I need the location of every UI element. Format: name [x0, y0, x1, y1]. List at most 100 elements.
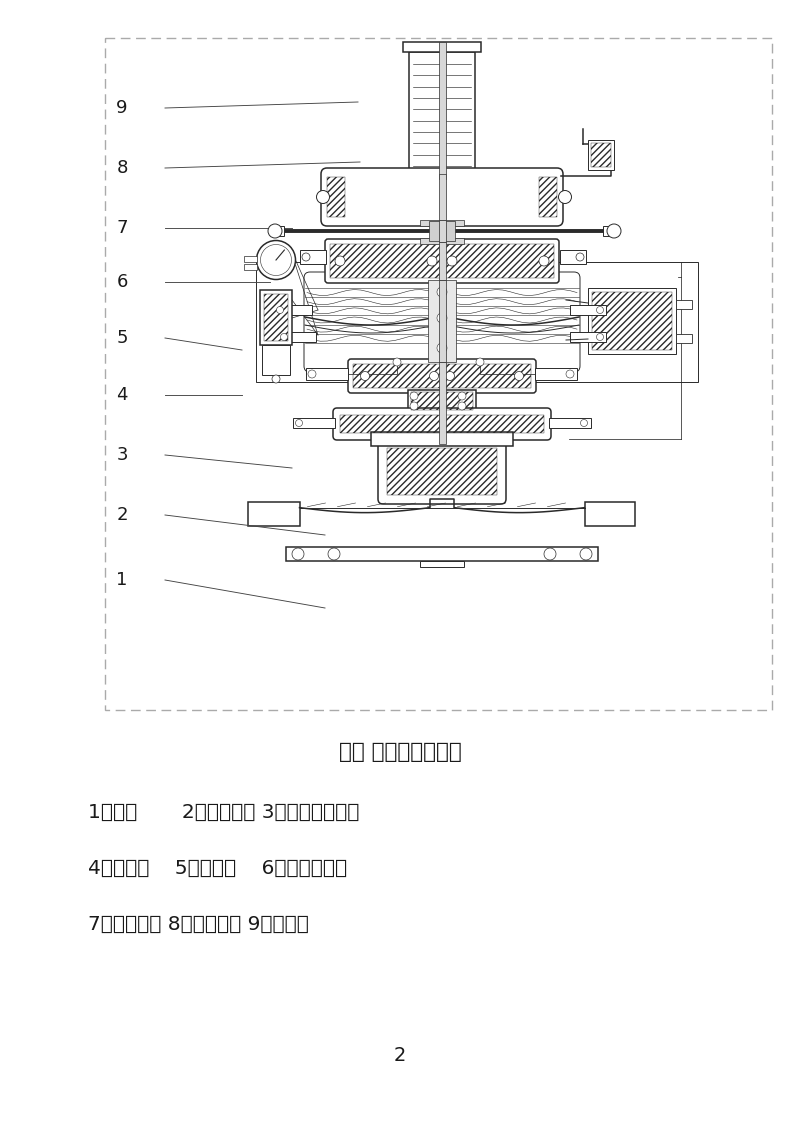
Circle shape: [272, 375, 280, 383]
Circle shape: [277, 307, 283, 313]
Bar: [676, 300, 692, 309]
FancyBboxPatch shape: [325, 239, 559, 283]
Bar: [277, 226, 284, 236]
Text: 3: 3: [116, 446, 128, 464]
Bar: [403, 42, 481, 52]
Circle shape: [576, 253, 584, 261]
FancyBboxPatch shape: [321, 169, 563, 226]
Circle shape: [607, 224, 621, 238]
Bar: [438, 174, 446, 225]
Bar: [409, 52, 475, 174]
Circle shape: [302, 253, 310, 261]
Circle shape: [317, 190, 330, 204]
Bar: [264, 294, 288, 342]
Bar: [330, 244, 554, 278]
Bar: [353, 364, 531, 388]
Bar: [428, 280, 456, 362]
Circle shape: [308, 370, 316, 378]
Bar: [327, 176, 345, 217]
Circle shape: [446, 371, 454, 380]
Bar: [438, 280, 446, 362]
Circle shape: [281, 334, 287, 340]
Bar: [247, 502, 299, 526]
Bar: [588, 140, 614, 170]
Bar: [411, 392, 473, 411]
Text: 9: 9: [116, 100, 128, 116]
Bar: [591, 143, 611, 167]
Text: 4、节流阀    5、减压阀    6、指挥器阀芯: 4、节流阀 5、减压阀 6、指挥器阀芯: [88, 858, 347, 878]
Bar: [387, 448, 497, 495]
Bar: [420, 561, 464, 567]
Text: 5: 5: [116, 329, 128, 347]
Bar: [306, 368, 348, 380]
Bar: [592, 292, 672, 349]
Text: 7、检测机构 8、预设弹簧 9、指挥器: 7、检测机构 8、预设弹簧 9、指挥器: [88, 915, 309, 933]
Bar: [535, 368, 577, 380]
FancyBboxPatch shape: [378, 439, 506, 504]
Bar: [549, 418, 591, 428]
Circle shape: [458, 392, 466, 400]
Circle shape: [558, 190, 571, 204]
Circle shape: [447, 256, 457, 266]
Bar: [603, 226, 610, 236]
Bar: [438, 242, 446, 280]
Bar: [262, 345, 290, 375]
Circle shape: [597, 334, 603, 340]
Bar: [429, 221, 455, 241]
Text: 2: 2: [116, 506, 128, 524]
Circle shape: [581, 420, 587, 426]
Bar: [539, 176, 557, 217]
Bar: [570, 305, 606, 316]
Bar: [408, 390, 476, 412]
Circle shape: [437, 343, 447, 353]
Circle shape: [261, 244, 291, 276]
Bar: [280, 333, 316, 342]
Circle shape: [393, 359, 401, 366]
Bar: [585, 502, 634, 526]
Circle shape: [566, 370, 574, 378]
Text: 4: 4: [116, 386, 128, 404]
Circle shape: [437, 287, 447, 297]
Circle shape: [335, 256, 345, 266]
Bar: [420, 238, 464, 244]
Circle shape: [410, 392, 418, 400]
Text: 8: 8: [116, 159, 128, 176]
Circle shape: [427, 256, 437, 266]
Bar: [438, 42, 446, 179]
Bar: [293, 418, 335, 428]
Bar: [260, 290, 292, 345]
Bar: [560, 250, 586, 264]
Bar: [676, 334, 692, 343]
Bar: [420, 221, 464, 226]
Circle shape: [268, 224, 282, 238]
Circle shape: [430, 371, 438, 380]
Text: 1、主阀       2、主阀阀芯 3、主阀执行机构: 1、主阀 2、主阀阀芯 3、主阀执行机构: [88, 803, 359, 821]
Circle shape: [361, 371, 370, 380]
Circle shape: [597, 307, 603, 313]
Circle shape: [328, 549, 340, 560]
Bar: [245, 256, 257, 262]
Circle shape: [458, 402, 466, 411]
Text: 6: 6: [116, 273, 128, 291]
FancyBboxPatch shape: [348, 359, 536, 392]
Circle shape: [580, 549, 592, 560]
Circle shape: [257, 241, 295, 279]
Bar: [588, 288, 676, 354]
Bar: [438, 362, 446, 444]
Bar: [438, 221, 446, 242]
Text: 1: 1: [116, 571, 128, 589]
Circle shape: [514, 371, 523, 380]
Bar: [286, 547, 598, 561]
Bar: [245, 264, 257, 270]
Circle shape: [437, 313, 447, 323]
Text: 图一 、结构与原理图: 图一 、结构与原理图: [338, 742, 462, 762]
Circle shape: [476, 359, 484, 366]
FancyBboxPatch shape: [304, 271, 580, 372]
Circle shape: [292, 549, 304, 560]
Bar: [340, 415, 544, 433]
FancyBboxPatch shape: [333, 408, 551, 440]
Text: 7: 7: [116, 219, 128, 238]
Circle shape: [410, 402, 418, 411]
Circle shape: [539, 256, 549, 266]
Bar: [570, 333, 606, 342]
